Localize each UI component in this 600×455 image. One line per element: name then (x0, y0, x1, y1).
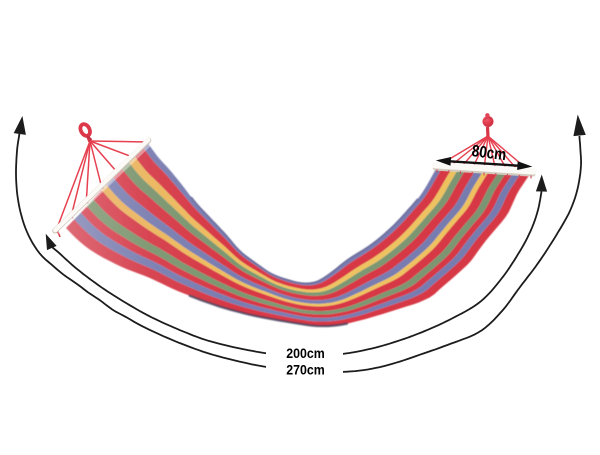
svg-text:200cm: 200cm (286, 345, 325, 361)
svg-text:270cm: 270cm (286, 361, 325, 377)
svg-text:80cm: 80cm (471, 142, 507, 164)
